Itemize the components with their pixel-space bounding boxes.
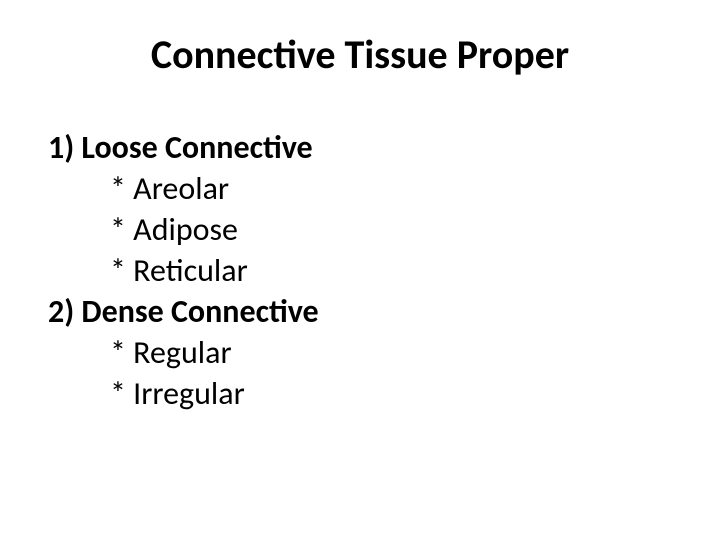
slide-title: Connective Tissue Proper: [0, 30, 720, 79]
body-line: * Areolar: [48, 169, 319, 210]
body-line: 2) Dense Connective: [48, 292, 319, 333]
body-line: * Irregular: [48, 374, 319, 415]
body-line: * Regular: [48, 333, 319, 374]
slide: Connective Tissue Proper 1) Loose Connec…: [0, 0, 720, 540]
slide-body: 1) Loose Connective* Areolar* Adipose* R…: [48, 128, 319, 415]
body-line: * Reticular: [48, 251, 319, 292]
body-line: * Adipose: [48, 210, 319, 251]
body-line: 1) Loose Connective: [48, 128, 319, 169]
